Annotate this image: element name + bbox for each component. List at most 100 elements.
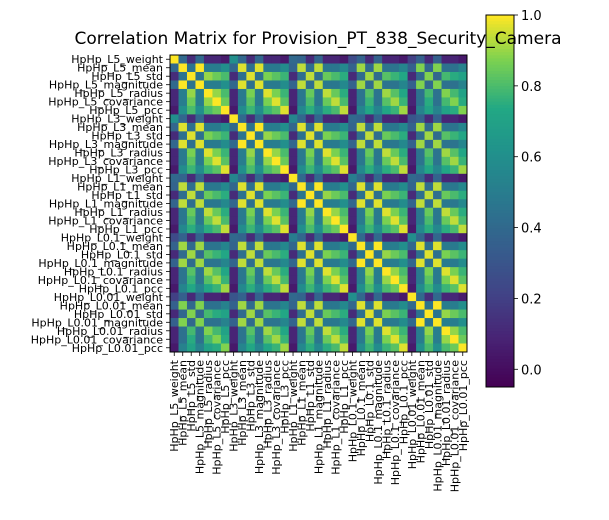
heatmap-cell — [212, 258, 222, 268]
heatmap-cell — [254, 80, 264, 90]
heatmap-cell — [195, 267, 205, 277]
heatmap-cell — [305, 165, 315, 175]
heatmap-cell — [365, 156, 375, 166]
heatmap-cell — [288, 275, 298, 285]
heatmap-cell — [254, 114, 264, 124]
heatmap-cell — [254, 207, 264, 217]
heatmap-cell — [195, 165, 205, 175]
heatmap-cell — [458, 182, 468, 192]
colorbar-segment — [486, 132, 514, 137]
heatmap-cell — [365, 182, 375, 192]
heatmap-cell — [450, 63, 459, 73]
heatmap-cell — [254, 139, 264, 149]
heatmap-cell — [373, 318, 383, 327]
y-tick-label: HpHp_L0.01_pcc — [72, 342, 163, 355]
heatmap-cell — [441, 233, 451, 243]
heatmap-cell — [433, 165, 442, 175]
x-tick-label: HpHp_L5_covariance — [211, 360, 224, 475]
colorbar-segment — [486, 263, 514, 267]
heatmap-cell — [297, 343, 307, 353]
heatmap-cell — [441, 292, 451, 302]
heatmap-cell — [450, 173, 459, 183]
heatmap-cell — [203, 258, 213, 268]
heatmap-cell — [305, 326, 315, 336]
heatmap-cell — [450, 88, 459, 98]
heatmap-cell — [212, 326, 222, 336]
heatmap-cell — [339, 156, 349, 166]
heatmap-cell — [271, 343, 281, 353]
x-tick-label: HpHp_L1_mean — [296, 360, 309, 446]
heatmap-cell — [288, 156, 298, 166]
heatmap-cell — [195, 318, 205, 327]
y-tick-label: HpHp_L0.1_magnitude — [38, 257, 163, 270]
heatmap-cell — [365, 148, 375, 158]
heatmap-cell — [178, 122, 188, 132]
heatmap-cell — [271, 88, 281, 98]
heatmap-cell — [407, 224, 417, 234]
heatmap-cell — [203, 207, 213, 217]
heatmap-cell — [288, 122, 298, 132]
heatmap-cell — [254, 233, 264, 243]
heatmap-cell — [271, 63, 281, 73]
heatmap-cell — [280, 318, 290, 327]
heatmap-cell — [390, 326, 400, 336]
colorbar — [486, 15, 514, 388]
heatmap-cell — [322, 156, 332, 166]
heatmap-cell — [407, 55, 417, 64]
heatmap-cell — [220, 309, 230, 319]
heatmap-cell — [407, 267, 417, 277]
heatmap-cell — [433, 199, 442, 209]
colorbar-segment — [486, 377, 514, 382]
heatmap-cell — [254, 250, 264, 260]
colorbar-tick-label: 1.0 — [521, 9, 542, 24]
colorbar-segment — [486, 80, 514, 84]
heatmap-cell — [433, 292, 442, 302]
heatmap-cell — [186, 139, 196, 149]
heatmap-cell — [195, 131, 205, 141]
heatmap-cell — [322, 233, 332, 243]
heatmap-cell — [229, 233, 239, 243]
heatmap-cell — [331, 335, 341, 344]
heatmap-cell — [390, 207, 400, 217]
x-tick-label: HpHp_L0.01_radius — [440, 360, 453, 466]
heatmap-cell — [229, 292, 239, 302]
heatmap-cell — [280, 97, 290, 107]
heatmap-cell — [331, 148, 341, 158]
heatmap-cell — [458, 224, 468, 234]
heatmap-cell — [424, 190, 434, 200]
heatmap-cell — [390, 258, 400, 268]
heatmap-cell — [433, 114, 442, 124]
heatmap-cell — [314, 292, 324, 302]
heatmap-cell — [195, 55, 205, 64]
heatmap-cell — [220, 63, 230, 73]
heatmap-cell — [433, 326, 442, 336]
heatmap-cell — [339, 105, 349, 115]
heatmap-cell — [382, 156, 392, 166]
heatmap-cell — [382, 258, 392, 268]
heatmap-cell — [382, 173, 392, 183]
heatmap-cell — [170, 148, 179, 158]
heatmap-cell — [220, 97, 230, 107]
heatmap-cell — [212, 165, 222, 175]
heatmap-cell — [382, 326, 392, 336]
heatmap-cell — [433, 267, 442, 277]
heatmap-cell — [365, 335, 375, 344]
heatmap-cell — [450, 343, 459, 353]
x-tick-label: HpHp_L5_pcc — [219, 360, 232, 434]
heatmap-cell — [178, 343, 188, 353]
heatmap-cell — [424, 114, 434, 124]
colorbar-tick-label: 0.0 — [521, 363, 542, 378]
heatmap-cell — [305, 224, 315, 234]
heatmap-cell — [433, 131, 442, 141]
heatmap-cell — [433, 284, 442, 293]
heatmap-cell — [297, 55, 307, 64]
heatmap-cell — [170, 105, 179, 115]
y-tick-label: HpHp_L5_pcc — [89, 104, 163, 117]
y-tick-label: HpHp_L0.1_weight — [61, 231, 164, 244]
heatmap-cell — [373, 233, 383, 243]
heatmap-cell — [390, 80, 400, 90]
heatmap-cell — [212, 216, 222, 226]
heatmap-cell — [246, 241, 256, 251]
heatmap-cell — [237, 335, 247, 344]
heatmap-cell — [322, 250, 332, 260]
